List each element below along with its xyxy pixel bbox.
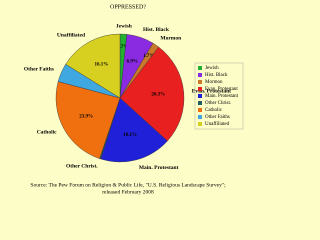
- pie-slice: [55, 81, 121, 159]
- slice-label: Catholic: [37, 129, 57, 135]
- legend-swatch: [198, 66, 202, 70]
- slice-percent: 6.9%: [127, 60, 138, 65]
- legend-label: Other Christ.: [205, 101, 231, 106]
- slice-percent: 16.1%: [94, 63, 108, 68]
- legend-label: Other Faiths: [205, 115, 230, 120]
- legend-swatch: [198, 108, 202, 112]
- slice-label: Mormon: [160, 36, 181, 42]
- legend-label: Catholic: [205, 108, 223, 113]
- slice-label: Evan. Protestant: [192, 89, 231, 95]
- legend-swatch: [198, 115, 202, 119]
- slice-label: Other Faiths: [24, 67, 54, 73]
- slice-percent: 23.9%: [79, 114, 93, 119]
- pie-slice: [65, 33, 121, 99]
- source-text: Source: The Pew Forum on Religion & Publ…: [30, 181, 226, 188]
- legend-swatch: [198, 73, 202, 77]
- legend-label: Jewish: [205, 66, 219, 71]
- pie-slice: [100, 97, 168, 163]
- pie-slice: [119, 46, 185, 142]
- slice-label: Main. Protestant: [139, 165, 179, 171]
- chart: OPPRESSED? Source: The Pew Forum on Reli…: [23, 4, 244, 196]
- legend-label: Mormon: [205, 80, 223, 85]
- legend-swatch: [198, 122, 202, 126]
- legend-label: Main. Protestant: [205, 94, 239, 99]
- legend-box: [194, 62, 244, 130]
- slice-percent: 1.7%: [117, 45, 128, 50]
- slice-label: Unaffiliated: [57, 32, 85, 38]
- slice-percent: 18.1%: [123, 133, 137, 138]
- legend-swatch: [198, 80, 202, 84]
- chart-title: OPPRESSED?: [110, 4, 146, 10]
- legend-swatch: [198, 94, 202, 98]
- slice-percent: 26.3%: [151, 93, 165, 98]
- legend-swatch: [198, 101, 202, 105]
- slice-percent: 1.7%: [143, 54, 154, 59]
- slice-label: Jewish: [116, 23, 132, 29]
- legend-label: Evan. Protestant: [205, 87, 238, 92]
- legend-swatch: [198, 87, 202, 91]
- legend-label: Hist. Black: [205, 73, 228, 78]
- slice-label: Other Christ.: [66, 164, 98, 170]
- legend-label: Unaffiliated: [205, 122, 230, 127]
- source-text: released February 2008: [102, 189, 154, 195]
- slice-label: Hist. Black: [143, 27, 170, 33]
